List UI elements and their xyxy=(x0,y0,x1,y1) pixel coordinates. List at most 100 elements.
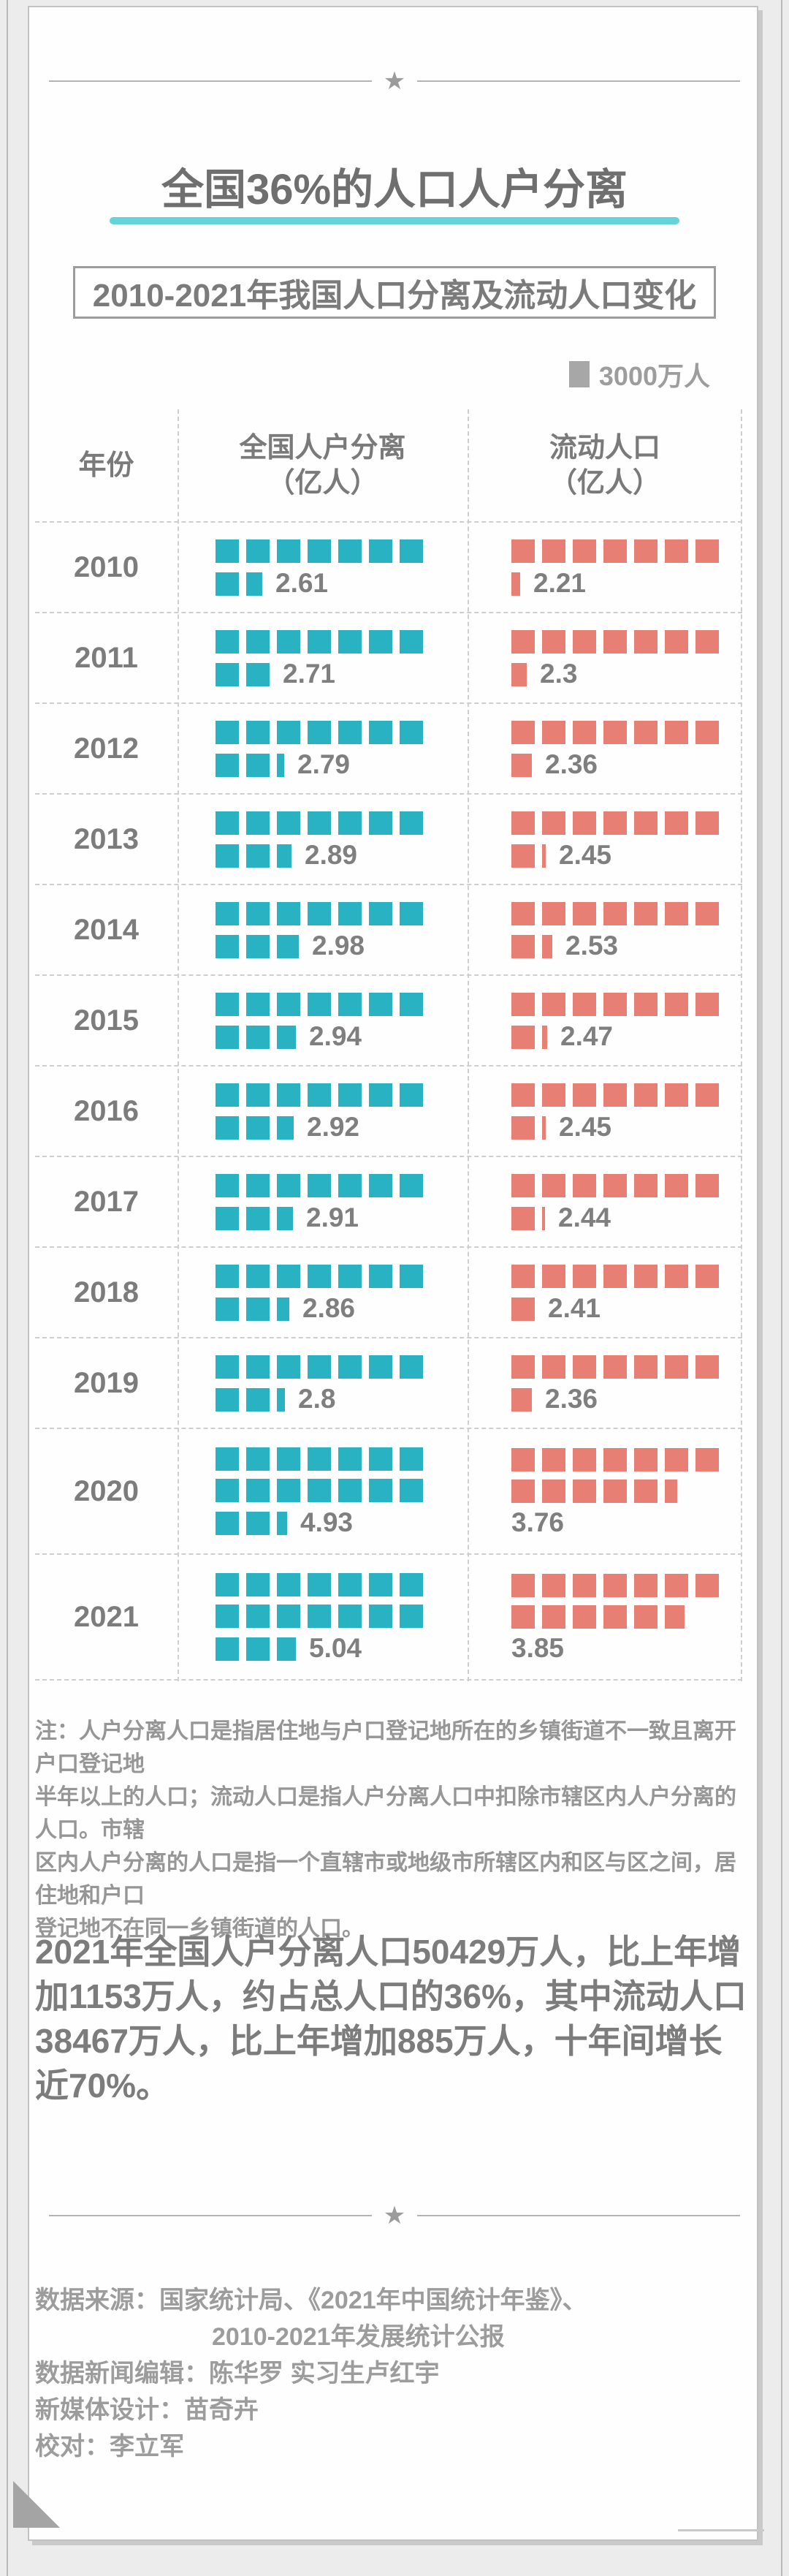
unit-square xyxy=(246,1115,270,1140)
unit-square-partial xyxy=(277,1115,294,1140)
unit-square xyxy=(216,1512,239,1535)
table-vline xyxy=(178,409,179,1681)
pictogram-squares: 5.04 xyxy=(216,1573,429,1662)
table-row: 2017 2.91 2.44 xyxy=(35,1157,742,1248)
unit-square xyxy=(665,811,688,835)
unit-square xyxy=(308,629,331,654)
pictogram-squares: 2.21 xyxy=(511,539,725,596)
unit-square xyxy=(542,1447,565,1471)
unit-square xyxy=(542,992,565,1016)
unit-square xyxy=(634,1573,658,1597)
bottom-right-line-decoration xyxy=(678,2529,764,2531)
unit-square xyxy=(369,1447,392,1471)
unit-square xyxy=(369,1083,392,1107)
pictogram-squares: 2.36 xyxy=(511,720,725,778)
unit-square xyxy=(246,1447,270,1471)
unit-square xyxy=(573,539,596,563)
unit-square xyxy=(542,539,565,563)
divider-line xyxy=(49,2215,372,2216)
table-header-row: 年份 全国人户分离 （亿人） 流动人口 （亿人） xyxy=(35,409,742,523)
unit-square xyxy=(369,1264,392,1288)
unit-square-partial xyxy=(277,753,284,777)
unit-square xyxy=(634,1447,658,1471)
pictogram-squares: 2.8 xyxy=(216,1355,429,1412)
unit-square xyxy=(369,1173,392,1197)
unit-square xyxy=(216,1479,239,1502)
footnote-line: 注：人户分离人口是指居住地与户口登记地所在的乡镇街道不一致且离开户口登记地 xyxy=(35,1719,736,1776)
unit-square xyxy=(603,1355,627,1379)
unit-square xyxy=(400,1355,423,1379)
unit-square xyxy=(216,1573,239,1596)
year-label: 2017 xyxy=(74,1185,139,1218)
header-separated: 全国人户分离 （亿人） xyxy=(239,432,406,499)
unit-square xyxy=(695,629,719,654)
unit-square xyxy=(665,1355,688,1379)
unit-square xyxy=(338,811,362,835)
unit-square xyxy=(216,1605,239,1628)
unit-square xyxy=(695,1447,719,1471)
divider-line xyxy=(417,2215,741,2216)
year-label: 2018 xyxy=(74,1276,139,1308)
unit-square xyxy=(400,1447,423,1471)
unit-square xyxy=(216,901,239,925)
unit-square xyxy=(246,934,270,958)
unit-square xyxy=(246,629,270,654)
year-label: 2013 xyxy=(74,822,139,855)
unit-square xyxy=(695,1573,719,1597)
unit-square xyxy=(246,662,270,686)
pictogram-cell: 2.79 xyxy=(178,704,468,793)
unit-square xyxy=(634,901,658,925)
pictogram-cell: 2.53 xyxy=(468,885,742,974)
value-label: 2.71 xyxy=(283,658,336,689)
unit-square xyxy=(277,1605,300,1628)
unit-square xyxy=(511,1355,535,1379)
footnote: 注：人户分离人口是指居住地与户口登记地所在的乡镇街道不一致且离开户口登记地 半年… xyxy=(35,1715,751,1945)
unit-square xyxy=(216,1447,239,1471)
unit-square xyxy=(400,992,423,1016)
unit-square xyxy=(246,539,270,563)
year-label: 2011 xyxy=(75,641,138,674)
unit-square xyxy=(695,1173,719,1197)
unit-square xyxy=(246,1512,270,1535)
folded-corner-decoration xyxy=(13,2481,60,2528)
unit-square xyxy=(308,992,331,1016)
unit-square xyxy=(216,1115,239,1140)
unit-square xyxy=(277,539,300,563)
unit-square xyxy=(542,811,565,835)
unit-square xyxy=(308,1173,331,1197)
unit-square xyxy=(400,1479,423,1502)
unit-square xyxy=(216,720,239,744)
credit-designer: 新媒体设计：苗奇卉 xyxy=(35,2396,259,2424)
unit-square xyxy=(277,1573,300,1596)
unit-square xyxy=(216,1297,239,1321)
unit-square xyxy=(511,844,535,868)
unit-square xyxy=(511,1479,535,1503)
value-label: 2.94 xyxy=(309,1020,362,1051)
pictogram-squares: 2.47 xyxy=(511,992,725,1050)
unit-square-partial xyxy=(511,753,532,777)
year-label: 2016 xyxy=(74,1094,139,1127)
unit-square xyxy=(338,1479,362,1502)
footnote-line: 区内人户分离的人口是指一个直辖市或地级市所辖区内和区与区之间，居住地和户口 xyxy=(35,1851,736,1908)
unit-square xyxy=(400,539,423,563)
pictogram-squares: 2.91 xyxy=(216,1173,429,1232)
chart-subtitle-box: 2010-2021年我国人口分离及流动人口变化 xyxy=(73,266,716,319)
unit-square xyxy=(369,1479,392,1502)
page-title: 全国36%的人口人户分离 xyxy=(161,166,628,213)
unit-square xyxy=(603,1573,627,1597)
value-label: 2.91 xyxy=(306,1202,359,1232)
pictogram-cell: 2.45 xyxy=(468,1067,742,1156)
pictogram-squares: 2.3 xyxy=(511,629,725,687)
unit-square xyxy=(277,1173,300,1197)
unit-square xyxy=(665,1083,688,1107)
value-label: 4.93 xyxy=(300,1507,354,1537)
unit-square xyxy=(542,1173,565,1197)
unit-square xyxy=(695,1264,719,1288)
table-row: 2019 2.8 2.36 xyxy=(35,1338,742,1429)
unit-square xyxy=(634,811,658,835)
unit-square xyxy=(246,1355,270,1379)
unit-square xyxy=(216,1173,239,1197)
pictogram-squares: 2.45 xyxy=(511,811,725,868)
star-divider-bottom: ★ xyxy=(49,2202,741,2229)
value-label: 2.79 xyxy=(297,749,351,779)
